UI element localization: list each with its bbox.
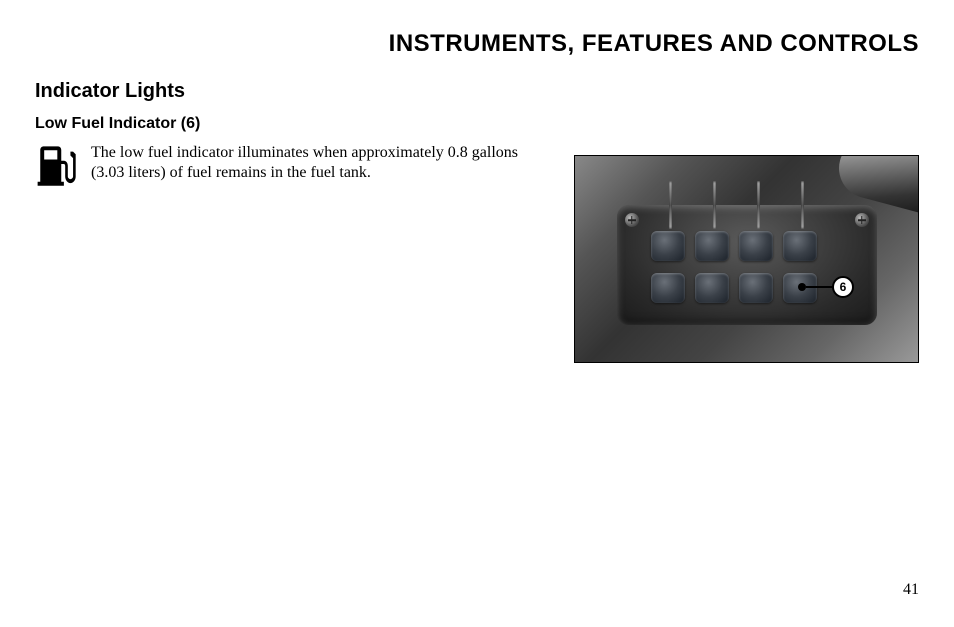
body-text: The low fuel indicator illuminates when … (91, 143, 535, 183)
page-number: 41 (903, 581, 919, 599)
callout-anchor (798, 283, 806, 291)
indicator-panel (617, 205, 877, 325)
section-title: Indicator Lights (35, 80, 919, 103)
instrument-panel-photo: 6 (574, 155, 919, 363)
fuel-pump-icon (35, 145, 77, 187)
subsection-title: Low Fuel Indicator (6) (35, 115, 919, 133)
callout-number-circle: 6 (832, 276, 854, 298)
text-block: The low fuel indicator illuminates when … (35, 143, 535, 187)
chapter-title: INSTRUMENTS, FEATURES AND CONTROLS (35, 30, 919, 58)
